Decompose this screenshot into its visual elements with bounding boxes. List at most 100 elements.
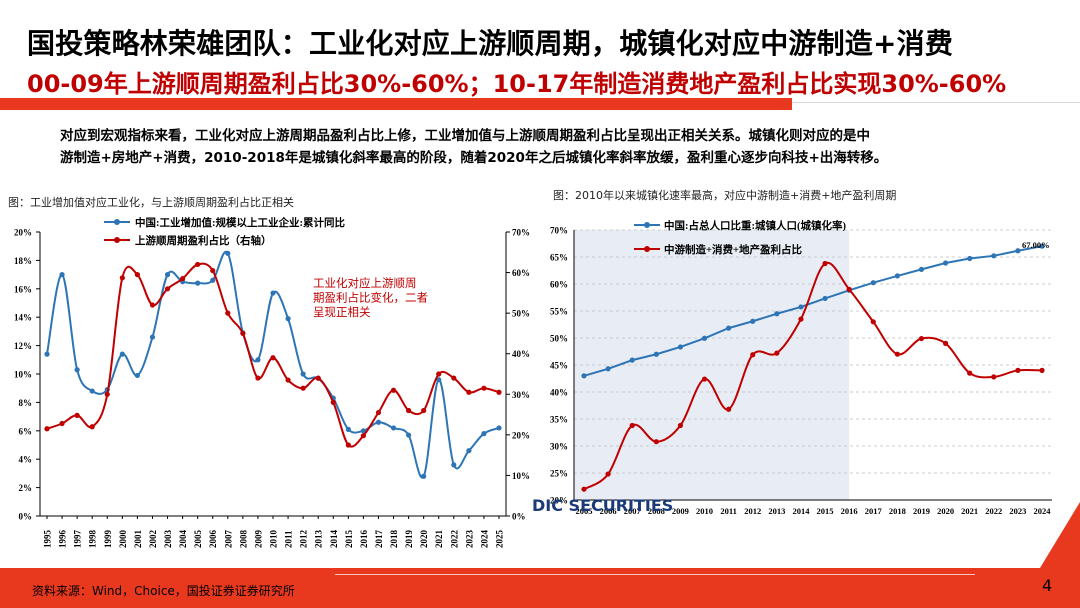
data-point — [119, 275, 125, 281]
data-point — [726, 406, 732, 412]
data-point — [629, 357, 635, 363]
x-tick-label: 2001 — [133, 530, 143, 549]
y-left-tick-label: 16% — [14, 284, 32, 294]
watermark: DIC SECURITIES — [532, 496, 674, 515]
footer-corner-decoration — [1040, 502, 1080, 568]
y-tick-label: 65% — [550, 253, 568, 263]
y-tick-label: 25% — [550, 469, 568, 479]
footer-source: 资料来源：Wind，Choice，国投证券证券研究所 — [32, 584, 295, 598]
data-point — [466, 448, 472, 454]
annotation-line: 呈现正相关 — [313, 305, 371, 319]
data-point — [918, 335, 925, 342]
x-tick-label: 2013 — [314, 530, 324, 549]
page-subtitle: 00-09年上游顺周期盈利占比30%-60%；10-17年制造消费地产盈利占比实… — [27, 70, 1007, 98]
x-tick-label: 2016 — [359, 530, 369, 549]
x-tick-label: 2000 — [118, 530, 128, 549]
data-point — [798, 316, 804, 322]
y-right-tick-label: 30% — [512, 390, 530, 400]
data-point — [677, 344, 684, 350]
data-point — [581, 373, 587, 379]
data-point — [210, 267, 216, 274]
x-tick-label: 2015 — [817, 506, 834, 516]
x-tick-label: 2012 — [299, 530, 309, 549]
y-right-tick-label: 40% — [512, 349, 530, 359]
x-tick-label: 2017 — [374, 530, 384, 549]
data-point — [270, 290, 276, 296]
legend-label: 中国:占总人口比重:城镇人口(城镇化率) — [664, 219, 846, 232]
page-title: 国投策略林荣雄团队：工业化对应上游顺周期，城镇化对应中游制造+消费 — [27, 27, 954, 60]
page-number: 4 — [1042, 576, 1053, 595]
data-point — [285, 316, 291, 322]
legend-label: 中游制造+消费+地产盈利占比 — [664, 243, 802, 256]
x-tick-label: 2006 — [600, 506, 617, 516]
data-point — [44, 351, 50, 357]
data-point — [345, 442, 351, 448]
data-point — [89, 424, 95, 430]
data-point — [225, 310, 231, 316]
data-point — [390, 387, 397, 393]
data-point — [1039, 243, 1045, 249]
data-point — [653, 439, 659, 445]
x-tick-label: 2002 — [148, 530, 158, 549]
data-point — [285, 377, 291, 383]
data-point — [967, 255, 973, 262]
y-right-tick-label: 0% — [512, 512, 526, 522]
data-point — [870, 319, 876, 325]
y-left-tick-label: 2% — [19, 483, 33, 493]
legend-swatch-marker — [114, 237, 120, 243]
y-tick-label: 55% — [550, 307, 568, 317]
y-tick-label: 70% — [550, 226, 568, 236]
x-tick-label: 2021 — [961, 506, 978, 516]
y-left-tick-label: 10% — [14, 370, 32, 380]
x-tick-label: 2018 — [889, 506, 906, 516]
x-tick-label: 1995 — [43, 530, 53, 549]
data-point — [421, 473, 427, 479]
x-tick-label: 2019 — [913, 506, 930, 516]
data-point — [496, 389, 502, 395]
y-left-tick-label: 4% — [19, 455, 33, 465]
right-chart-caption: 图：2010年以来城镇化速率最高，对应中游制造+消费+地产盈利周期 — [553, 189, 897, 202]
x-tick-label: 2012 — [744, 506, 761, 516]
y-left-tick-label: 12% — [14, 341, 32, 351]
data-point — [195, 280, 201, 286]
x-tick-label: 2011 — [720, 506, 737, 516]
data-point — [149, 302, 156, 308]
y-tick-label: 45% — [550, 361, 568, 371]
data-point — [330, 399, 336, 405]
data-point — [991, 253, 997, 259]
data-point — [894, 351, 900, 357]
legend-swatch-marker — [644, 246, 650, 252]
legend-label: 上游顺周期盈利占比（右轴） — [135, 234, 272, 247]
left-chart: 0% 2% 4% 6% 8% 10% 12% 14% 16% 18% 20% 0% 10% 20% 30% 4… — [14, 216, 530, 549]
x-tick-label: 2008 — [648, 506, 665, 516]
annotation-line: 期盈利占比变化，二者 — [313, 291, 428, 305]
data-point — [894, 273, 900, 279]
series-line-1 — [46, 250, 500, 479]
y-left-tick-label: 8% — [19, 398, 33, 408]
x-tick-label: 2009 — [672, 506, 689, 516]
data-point — [210, 277, 216, 283]
x-tick-label: 2008 — [238, 530, 248, 549]
data-point — [406, 432, 412, 438]
data-point — [822, 295, 828, 302]
data-point — [255, 375, 261, 381]
data-point — [677, 422, 684, 429]
data-point — [225, 250, 231, 256]
x-tick-label: 2022 — [449, 530, 459, 549]
x-tick-label: 2022 — [985, 506, 1002, 516]
data-point — [942, 340, 949, 346]
x-tick-label: 2011 — [284, 530, 294, 548]
description: 对应到宏观指标来看，工业化对应上游周期品盈利占比上修，工业增加值与上游顺周期盈利… — [60, 125, 1040, 169]
x-tick-label: 2023 — [464, 530, 474, 549]
data-point — [653, 351, 659, 357]
legend-swatch-marker — [644, 222, 650, 228]
data-point — [300, 385, 306, 391]
data-point — [300, 371, 306, 377]
data-point — [421, 407, 427, 414]
legend-label: 中国:工业增加值:规模以上工业企业:累计同比 — [135, 216, 345, 229]
y-right-tick-label: 50% — [512, 309, 530, 319]
data-point — [581, 486, 587, 492]
x-tick-label: 2005 — [193, 530, 203, 549]
data-point — [44, 426, 50, 432]
x-tick-label: 2020 — [419, 530, 429, 549]
